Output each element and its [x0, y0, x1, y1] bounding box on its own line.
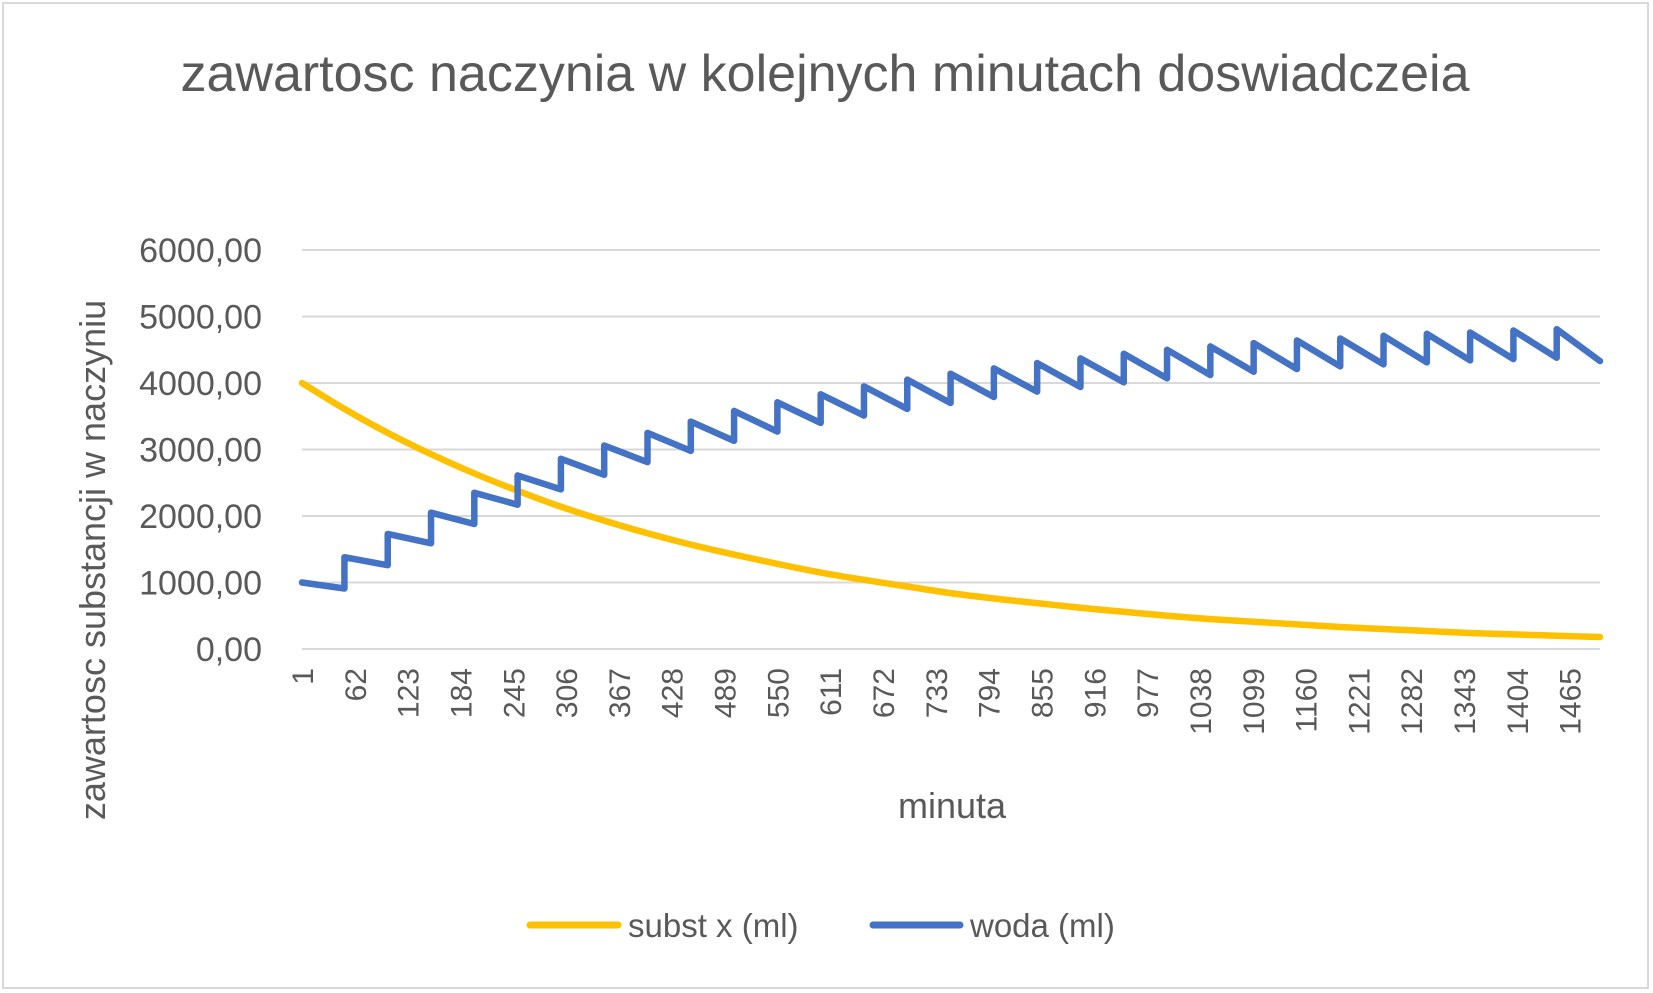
y-axis-title: zawartosc substancji w naczyniu: [72, 300, 113, 820]
x-tick-label: 1038: [1185, 668, 1218, 735]
y-tick-labels: 0,00 1000,00 2000,00 3000,00 4000,00 5000,00 6…: [139, 232, 262, 669]
x-tick-label: 977: [1132, 668, 1165, 718]
series-line-woda: [298, 325, 1604, 592]
x-tick-label: 367: [604, 668, 637, 718]
gridlines: [302, 249, 1600, 650]
x-tick-label: 916: [1079, 668, 1112, 718]
legend: subst x (ml) woda (ml): [526, 907, 1115, 944]
x-tick-label: 184: [445, 668, 478, 718]
legend-label: subst x (ml): [628, 907, 799, 944]
x-tick-label: 62: [340, 668, 373, 701]
x-tick-label: 428: [657, 668, 690, 718]
x-tick-label: 1282: [1396, 668, 1429, 735]
x-tick-label: 306: [551, 668, 584, 718]
x-axis-title: minuta: [898, 785, 1007, 826]
series-lines: [298, 325, 1604, 641]
x-tick-label: 1099: [1238, 668, 1271, 735]
y-tick-label: 3000,00: [139, 432, 262, 470]
y-tick-label: 6000,00: [139, 232, 262, 270]
x-tick-label: 550: [762, 668, 795, 718]
x-tick-label: 1343: [1449, 668, 1482, 735]
y-tick-label: 2000,00: [139, 498, 262, 536]
legend-label: woda (ml): [969, 907, 1115, 944]
x-tick-labels: 1 62 123 184 245 306 367 428 489 550 611 672 733 794 8…: [287, 668, 1588, 735]
x-tick-label: 733: [921, 668, 954, 718]
series-line-subst-x: [298, 379, 1604, 641]
x-tick-label: 1465: [1555, 668, 1588, 735]
y-tick-label: 0,00: [196, 631, 262, 669]
x-tick-label: 1221: [1343, 668, 1376, 735]
x-tick-label: 489: [710, 668, 743, 718]
x-tick-label: 1404: [1502, 668, 1535, 735]
x-tick-label: 245: [498, 668, 531, 718]
y-tick-label: 4000,00: [139, 365, 262, 403]
y-tick-label: 5000,00: [139, 299, 262, 337]
x-tick-label: 123: [393, 668, 426, 718]
x-tick-label: 1: [287, 668, 320, 685]
x-tick-label: 672: [868, 668, 901, 718]
x-tick-label: 611: [815, 668, 848, 716]
y-tick-label: 1000,00: [139, 565, 262, 603]
chart-title: zawartosc naczynia w kolejnych minutach …: [180, 45, 1470, 103]
x-tick-label: 1160: [1291, 668, 1324, 733]
x-tick-label: 794: [974, 668, 1007, 718]
x-tick-label: 855: [1026, 668, 1059, 718]
